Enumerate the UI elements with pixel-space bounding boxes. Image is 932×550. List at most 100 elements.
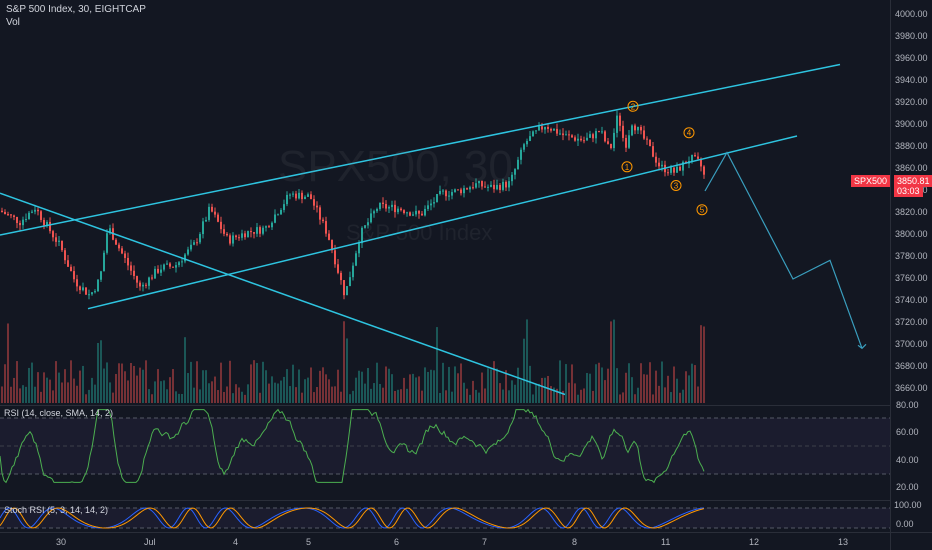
candle-body (610, 143, 612, 149)
candle-body (46, 221, 48, 226)
candle-body (103, 252, 105, 272)
volume-bar (394, 390, 396, 403)
candle-body (253, 232, 255, 234)
volume-label[interactable]: Vol (6, 17, 20, 28)
volume-bar (430, 369, 432, 403)
candle-body (325, 221, 327, 234)
candle-body (670, 167, 672, 173)
candle-body (88, 294, 90, 296)
price-tick: 3880.00 (895, 141, 928, 151)
volume-bar (283, 376, 285, 403)
rsi-legend[interactable]: RSI (14, close, SMA, 14, 2) (4, 408, 114, 418)
volume-bar (601, 367, 603, 403)
candle-body (109, 228, 111, 234)
volume-bar (187, 373, 189, 403)
candle-body (586, 137, 588, 141)
candle-body (652, 146, 654, 157)
time-tick: 5 (306, 537, 312, 547)
volume-bar (484, 388, 486, 403)
volume-bar (52, 390, 54, 403)
candle-body (211, 206, 213, 212)
candle-body (427, 205, 429, 209)
volume-bar (412, 373, 414, 403)
rsi-tick: 40.00 (896, 455, 919, 465)
candle-body (175, 265, 177, 268)
candle-body (484, 186, 486, 188)
stoch-legend[interactable]: Stoch RSI (5, 3, 14, 14, 2) (4, 505, 109, 515)
volume-bar (454, 366, 456, 403)
candle-body (13, 215, 15, 217)
volume-bar (358, 370, 360, 403)
candle-body (244, 233, 246, 238)
candle-body (589, 134, 591, 138)
volume-bar (445, 390, 447, 403)
volume-bar (400, 389, 402, 403)
symbol-title[interactable]: S&P 500 Index, 30, EIGHTCAP (6, 4, 146, 15)
volume-bar (640, 363, 642, 403)
volume-bar (604, 380, 606, 403)
volume-bar (49, 379, 51, 403)
candle-body (142, 284, 144, 287)
candle-body (655, 156, 657, 163)
candle-body (703, 166, 705, 175)
candle-body (658, 162, 660, 167)
volume-bar (655, 370, 657, 403)
price-tick: 3980.00 (895, 31, 928, 41)
volume-bar (16, 361, 18, 403)
wave-circle (621, 161, 633, 173)
volume-bar (382, 387, 384, 403)
candle-body (466, 188, 468, 190)
wave-circle (683, 127, 695, 139)
volume-bar (217, 390, 219, 403)
candle-body (454, 189, 456, 193)
volume-bar (520, 380, 522, 403)
volume-bar (529, 365, 531, 403)
volume-bar (349, 394, 351, 403)
candle-body (274, 214, 276, 223)
candle-body (538, 126, 540, 131)
volume-bar (223, 391, 225, 403)
candle-body (445, 190, 447, 197)
time-tick: 7 (482, 537, 488, 547)
candle-body (577, 138, 579, 141)
volume-bar (652, 394, 654, 403)
volume-bar (319, 370, 321, 403)
volume-bar (325, 374, 327, 403)
volume-bar (679, 392, 681, 403)
candle-body (268, 226, 270, 228)
volume-bar (67, 382, 69, 403)
candle-body (694, 155, 696, 157)
candle-body (409, 212, 411, 216)
volume-bar (1, 386, 3, 403)
volume-bar (664, 387, 666, 403)
volume-bar (334, 386, 336, 403)
volume-bar (73, 378, 75, 403)
candle-body (478, 181, 480, 184)
candle-body (148, 277, 150, 286)
candle-body (385, 204, 387, 209)
volume-bar (151, 394, 153, 403)
price-tick: 3960.00 (895, 53, 928, 63)
candle-body (505, 181, 507, 188)
price-tick: 3800.00 (895, 229, 928, 239)
volume-bar (442, 362, 444, 403)
volume-bar (502, 389, 504, 403)
volume-bar (469, 394, 471, 403)
candle-body (433, 202, 435, 204)
volume-bar (343, 321, 345, 403)
candle-body (514, 169, 516, 175)
volume-bar (322, 367, 324, 403)
candle-body (676, 166, 678, 173)
volume-bar (433, 370, 435, 403)
candle-body (238, 237, 240, 239)
candle-body (700, 158, 702, 167)
candle-body (187, 249, 189, 255)
volume-bar (235, 384, 237, 403)
volume-bar (586, 373, 588, 403)
candle-body (649, 139, 651, 147)
volume-bar (238, 387, 240, 403)
volume-bar (40, 391, 42, 403)
candle-body (619, 115, 621, 126)
